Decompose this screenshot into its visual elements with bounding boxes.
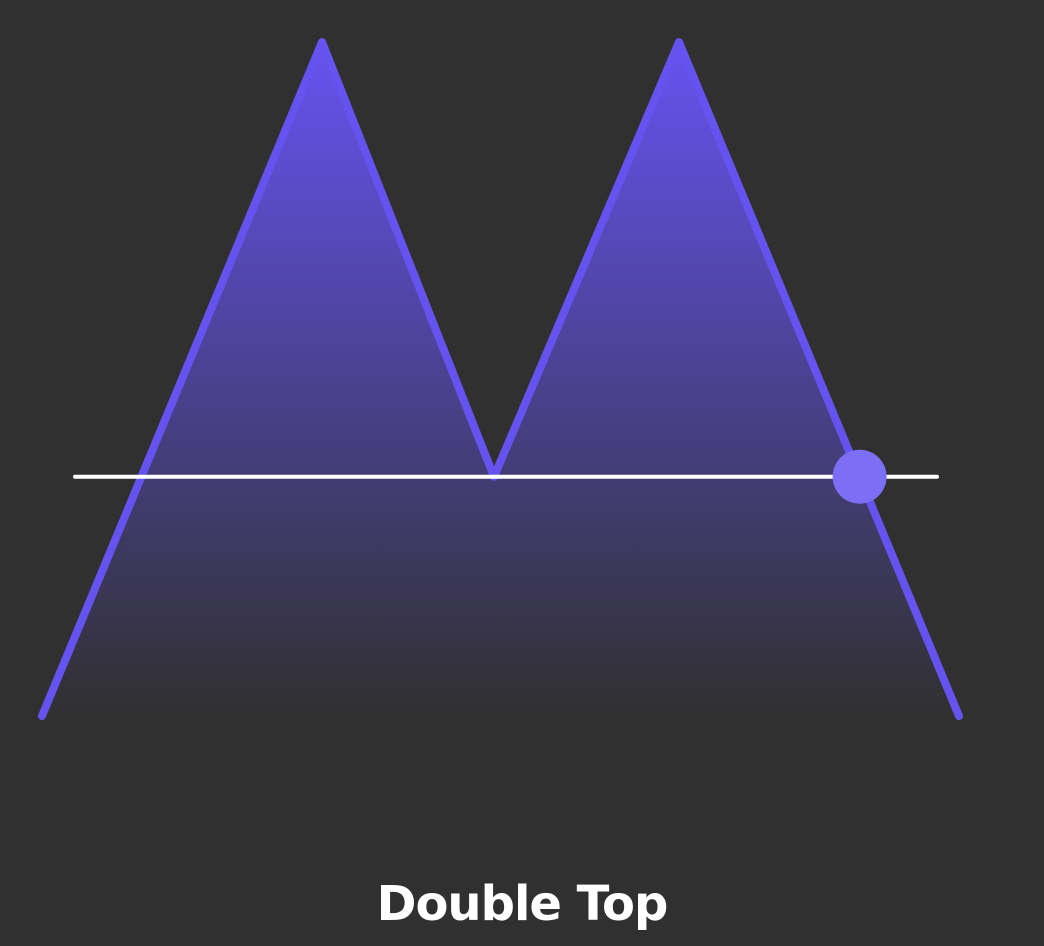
diagram-caption: Double Top xyxy=(376,876,669,932)
neckline-break-dot xyxy=(832,449,887,504)
pattern-area-fill xyxy=(42,42,959,716)
